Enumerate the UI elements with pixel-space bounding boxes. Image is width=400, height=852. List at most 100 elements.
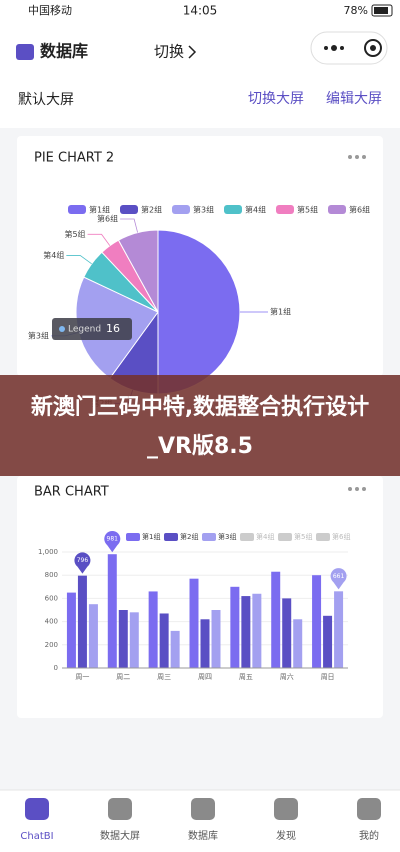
bar <box>200 619 210 668</box>
slice-label: 第6组 <box>97 214 118 224</box>
dot <box>340 46 344 50</box>
pin <box>330 568 347 590</box>
bar <box>170 630 180 668</box>
x-tick-label: 周五 <box>239 673 253 681</box>
charts: 第1组第2组第3组第4组第5组第6组第1组第2组第3组第4组第5组第6组Lege… <box>28 205 370 682</box>
legend-swatch <box>120 205 138 214</box>
close-icon <box>364 39 382 57</box>
bar <box>88 604 98 668</box>
dot <box>324 46 328 50</box>
legend-swatch <box>172 205 190 214</box>
tab-label[interactable]: 数据大屏 <box>100 829 140 842</box>
banner-text: 新澳门三码中特,数据整合执行设计 <box>31 394 369 420</box>
toolbar-title: 默认大屏 <box>18 92 74 108</box>
y-tick-label: 400 <box>45 618 58 626</box>
legend-label: 第3组 <box>193 205 214 215</box>
leader-line <box>87 233 111 246</box>
tab-icon[interactable] <box>191 798 215 820</box>
bar <box>129 612 139 668</box>
bar <box>148 591 158 668</box>
tab-label[interactable]: 发现 <box>276 829 296 842</box>
legend-swatch <box>240 533 254 541</box>
tab-label[interactable]: 数据库 <box>188 829 218 842</box>
tab-icon[interactable] <box>357 798 381 820</box>
bar <box>189 578 199 668</box>
tooltip <box>52 318 132 340</box>
dot <box>331 45 337 51</box>
x-tick-label: 周二 <box>116 673 130 681</box>
bar <box>271 571 281 668</box>
tab-label[interactable]: ChatBI <box>20 831 53 842</box>
legend-swatch <box>316 533 330 541</box>
legend-swatch <box>164 533 178 541</box>
tab-icon[interactable] <box>25 798 49 820</box>
pin <box>74 552 91 574</box>
pie-slice <box>117 229 159 313</box>
tooltip-dot <box>59 326 65 332</box>
chart-title: PIE CHART 2 <box>34 151 114 166</box>
legend-label: 第1组 <box>89 205 110 215</box>
tab-label[interactable]: 我的 <box>359 829 379 842</box>
banner: 新澳门三码中特,数据整合执行设计 _VR版8.5 <box>0 375 400 476</box>
legend-label: 第3组 <box>218 532 236 541</box>
banner-bg <box>0 375 400 476</box>
chart-title: BAR CHART <box>34 485 109 500</box>
tabs: ChatBI 数据大屏 数据库 发现 我的 <box>20 798 381 842</box>
bar <box>252 593 262 668</box>
bar <box>312 575 322 668</box>
bar <box>282 598 292 668</box>
leader-line <box>120 218 138 233</box>
legend-label: 第2组 <box>180 532 198 541</box>
bar <box>334 591 344 668</box>
header-switch[interactable]: 切换 <box>154 43 184 61</box>
battery-text: 78% <box>344 4 368 17</box>
legend-swatch <box>278 533 292 541</box>
tooltip-value: 16 <box>106 322 120 335</box>
x-tick-label: 周一 <box>75 673 89 681</box>
value-label: 796 <box>77 557 89 564</box>
slice-label: 第5组 <box>64 229 85 239</box>
toolbar-action[interactable]: 编辑大屏 <box>326 91 382 107</box>
legend-label: 第2组 <box>141 205 162 215</box>
legend-swatch <box>126 533 140 541</box>
bar <box>230 586 240 668</box>
y-tick-label: 200 <box>45 641 58 649</box>
legend-label: 第1组 <box>142 532 160 541</box>
more-icon[interactable] <box>348 155 366 491</box>
x-tick-label: 周六 <box>280 672 294 681</box>
legend-swatch <box>202 533 216 541</box>
chevron <box>188 45 197 59</box>
legend-label: 第4组 <box>256 532 274 541</box>
bar <box>66 592 76 668</box>
logo <box>16 44 34 60</box>
slice-label: 第3组 <box>28 330 49 340</box>
slice-label: 第1组 <box>270 307 291 317</box>
bar <box>211 610 221 668</box>
bar <box>241 596 251 668</box>
capsule[interactable] <box>310 31 388 65</box>
legend-swatch <box>68 205 86 214</box>
leader-line <box>66 255 92 265</box>
legend-label: 第5组 <box>297 205 318 215</box>
bar <box>118 610 128 668</box>
bar <box>323 615 333 668</box>
legend-swatch <box>328 205 346 214</box>
battery-level <box>374 7 388 14</box>
legend-label: 第5组 <box>294 532 312 541</box>
y-tick-label: 800 <box>45 571 58 579</box>
tooltip-label: Legend <box>68 325 101 335</box>
y-tick-label: 0 <box>54 664 58 672</box>
toolbar-action[interactable]: 切换大屏 <box>248 90 304 107</box>
banner-text: _VR版8.5 <box>147 434 253 459</box>
y-tick-label: 1,000 <box>38 548 58 556</box>
tab-icon[interactable] <box>108 798 132 820</box>
bar <box>159 613 169 668</box>
legend-label: 第6组 <box>349 205 370 215</box>
header-title[interactable]: 数据库 <box>40 42 88 61</box>
x-tick-label: 周三 <box>157 673 171 681</box>
legend-swatch <box>276 205 294 214</box>
value-label: 981 <box>107 536 119 543</box>
tab-icon[interactable] <box>274 798 298 820</box>
value-label: 661 <box>333 573 345 580</box>
